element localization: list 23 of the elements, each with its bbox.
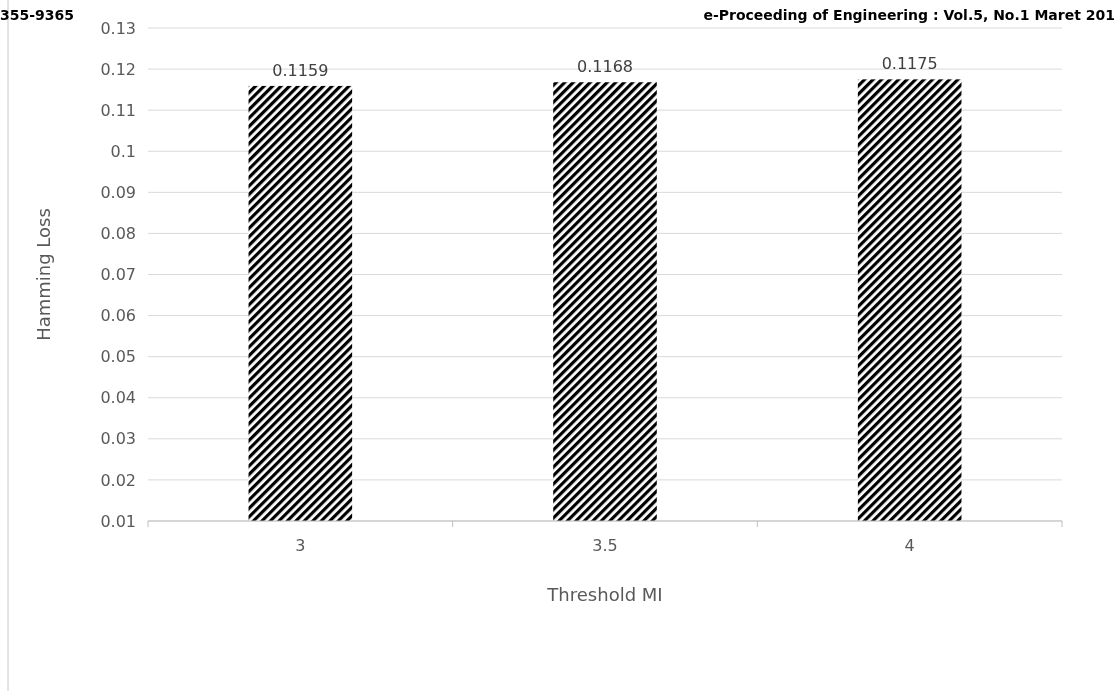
y-tick-label: 0.11 xyxy=(100,100,136,120)
x-tick-label: 4 xyxy=(904,536,915,555)
y-tick-label: 0.06 xyxy=(100,306,136,326)
data-label: 0.1168 xyxy=(577,57,633,77)
y-tick-label: 0.13 xyxy=(100,18,136,38)
y-tick-label: 0.01 xyxy=(100,511,136,531)
y-tick-label: 0.12 xyxy=(100,59,136,79)
data-label: 0.1175 xyxy=(881,54,938,74)
text: 355-9365 xyxy=(0,7,74,23)
x-tick-label: 3 xyxy=(295,536,306,555)
y-tick-label: 0.1 xyxy=(110,141,136,161)
data-label: 0.1159 xyxy=(272,60,329,80)
y-tick-label: 0.09 xyxy=(100,182,136,202)
y-tick-label: 0.03 xyxy=(100,429,136,449)
y-tick-label: 0.02 xyxy=(100,470,136,490)
y-tick-label: 0.04 xyxy=(100,388,136,408)
x-axis-title: Threshold MI xyxy=(546,584,663,605)
text: e-Proceeding of Engineering : Vol.5, No.1 Maret 201 xyxy=(703,7,1115,23)
y-tick-label: 0.05 xyxy=(100,347,136,367)
y-tick-label: 0.08 xyxy=(100,224,136,244)
y-tick-label: 0.07 xyxy=(100,265,136,285)
x-tick-label: 3.5 xyxy=(592,536,618,555)
y-axis-title: Hamming Loss xyxy=(33,208,54,341)
